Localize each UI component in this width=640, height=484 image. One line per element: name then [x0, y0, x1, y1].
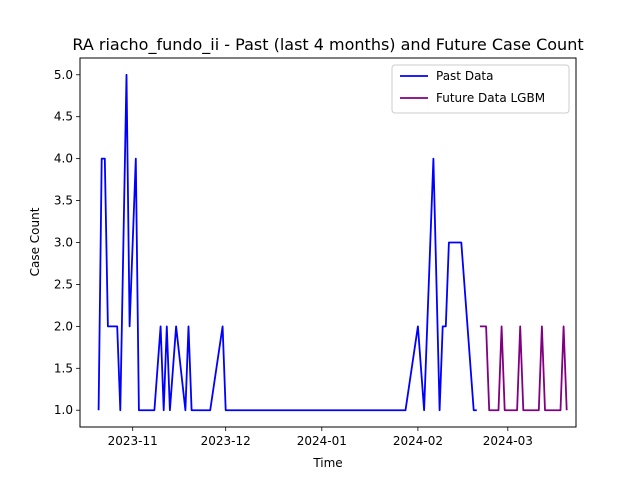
y-tick-label: 3.5 — [54, 194, 73, 208]
future-data-line — [479, 325, 568, 412]
y-axis: 1.0 1.5 2.0 2.5 3.0 3.5 4.0 4.5 5.0 — [54, 68, 80, 417]
x-tick-label: 2023-12 — [201, 434, 251, 448]
x-tick-label: 2024-02 — [393, 434, 443, 448]
y-tick-label: 4.0 — [54, 152, 73, 166]
plot-frame — [79, 57, 577, 428]
x-tick-label: 2024-01 — [297, 434, 347, 448]
y-tick-label: 3.0 — [54, 236, 73, 250]
legend-label: Future Data LGBM — [436, 91, 545, 105]
y-tick-label: 5.0 — [54, 68, 73, 82]
y-tick-label: 2.0 — [54, 319, 73, 333]
y-axis-label: Case Count — [28, 207, 42, 276]
legend: Past Data Future Data LGBM — [391, 64, 570, 114]
chart-title: RA riacho_fundo_ii - Past (last 4 months… — [72, 35, 583, 55]
x-axis-label: Time — [312, 456, 342, 470]
y-tick-label: 2.5 — [54, 277, 73, 291]
y-tick-label: 4.5 — [54, 110, 73, 124]
series-lines — [97, 73, 568, 412]
y-tick-label: 1.0 — [54, 403, 73, 417]
x-tick-label: 2024-03 — [483, 434, 533, 448]
x-axis: 2023-11 2023-12 2024-01 2024-02 2024-03 — [108, 427, 533, 448]
y-tick-label: 1.5 — [54, 361, 73, 375]
x-tick-label: 2023-11 — [108, 434, 158, 448]
past-data-line — [97, 73, 477, 412]
legend-label: Past Data — [436, 69, 493, 83]
legend-box — [391, 64, 570, 114]
